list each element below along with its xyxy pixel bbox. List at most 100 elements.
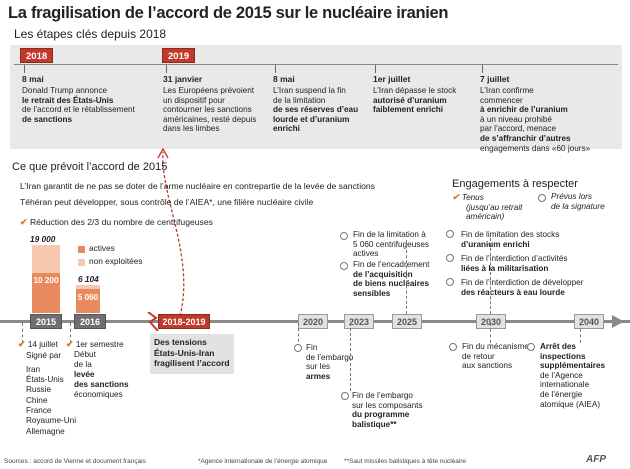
- event-text: L’Iran confirme: [480, 86, 534, 95]
- item-text: sur les composants: [352, 400, 423, 410]
- bar-2016-inactive: [76, 285, 100, 289]
- event-text: enrichi: [273, 124, 300, 134]
- bar-2016-value: 5 060: [77, 293, 99, 302]
- engagements-heading: Engagements à respecter: [452, 178, 578, 190]
- event-text: Donald Trump annonce: [22, 86, 108, 95]
- below-2016: ✔ 1er semestre Début de la levée des san…: [66, 339, 129, 400]
- item-text: 5 060 centrifugeuses: [353, 239, 430, 249]
- event-date: 7 juillet: [480, 74, 510, 84]
- accord-line-2: Téhéran peut développer, sous contrôle d…: [20, 197, 314, 207]
- bar-2015-value: 10 200: [33, 276, 59, 285]
- circle-icon: [294, 344, 302, 352]
- below-2023: Fin de l’embargo sur les composants du p…: [352, 391, 423, 429]
- connector-2030-below: [490, 323, 491, 343]
- engagement-text: Fin de l’interdiction de développer: [461, 278, 584, 287]
- tensions-text: Des tensions: [154, 337, 207, 347]
- timeline-year-2020: 2020: [298, 314, 328, 329]
- item-text: balistique**: [352, 419, 397, 429]
- below-2030: Fin du mécanisme de retour aux sanctions: [462, 342, 529, 371]
- circle-icon: [446, 230, 454, 238]
- tenus-note: (jusqu’au retrait: [466, 202, 523, 212]
- bar-total-2016: 6 104: [78, 274, 99, 284]
- item-text: de biens nucléaires: [353, 279, 429, 289]
- year-badge-2018: 2018: [20, 48, 54, 63]
- check-icon: ✔: [66, 339, 74, 349]
- item-text: inspections: [540, 351, 586, 361]
- item-text: internationale: [540, 380, 590, 390]
- event-tick: [482, 65, 483, 73]
- item-text: 5 060 centrifugeuses: [353, 240, 429, 250]
- event-text: à enrichir de l’uranium: [480, 105, 568, 115]
- circle-icon: [538, 194, 546, 202]
- item-text: Arrêt des: [540, 342, 576, 351]
- legend-active-label: actives: [89, 243, 115, 253]
- event-2019-07-07: 7 juillet L’Iran confirme commencer à en…: [480, 74, 620, 153]
- check-icon: ✔: [18, 339, 26, 349]
- afp-logo: AFP: [586, 454, 606, 465]
- circle-icon: [446, 254, 454, 262]
- party: Chine: [26, 395, 48, 405]
- below-2040: Arrêt des inspections supplémentaires de…: [540, 342, 605, 409]
- check-icon: ✔: [452, 192, 460, 202]
- item-text: aux sanctions: [462, 361, 513, 371]
- circle-icon: [446, 278, 454, 286]
- prevus-note: de la signature: [551, 201, 605, 211]
- connector-2025: [406, 240, 407, 314]
- item-text: Fin de la limitation à: [353, 230, 426, 239]
- event-text: L’Iran dépasse le stock: [373, 86, 457, 95]
- event-text: de la limitation: [273, 95, 326, 105]
- engagement-text: Fin de limitation des stocks: [461, 230, 560, 239]
- item-text: de l’acquisition: [353, 269, 413, 279]
- circle-icon: [340, 232, 348, 240]
- event-2018-05: 8 mai Donald Trump annonce le retrait de…: [22, 74, 160, 124]
- item-text: de l’énergie: [540, 389, 583, 399]
- party: Royaume-Uni: [26, 416, 77, 426]
- event-date: 31 janvier: [163, 74, 203, 84]
- tenus-label: Tenus: [461, 193, 484, 202]
- event-text: américaines, resté depuis: [163, 114, 257, 124]
- event-text: commencer: [480, 95, 523, 105]
- event-text: faiblement enrichi: [373, 105, 444, 115]
- below-2020: Fin de l’embargo sur les armes: [306, 343, 353, 381]
- tensions-text: États-Unis-Iran: [154, 347, 215, 358]
- party: France: [26, 406, 52, 416]
- event-text: de ses réserves d’eau: [273, 105, 359, 115]
- item-text: Fin de l’encadrement: [353, 260, 430, 269]
- event-text: de sanctions: [22, 114, 73, 124]
- engagement-item: Fin de limitation des stocks d’uranium e…: [461, 230, 559, 249]
- event-text: autorisé d’uranium: [373, 95, 447, 105]
- event-text: par l’accord, menace: [480, 124, 556, 134]
- legend-active-swatch: [78, 246, 85, 253]
- event-date: 8 mai: [273, 74, 295, 84]
- accord-heading: Ce que prévoit l’accord de 2015: [12, 161, 168, 173]
- event-date: 8 mai: [22, 74, 44, 84]
- connector-2020: [298, 323, 299, 347]
- event-2019-07-01: 1er juillet L’Iran dépasse le stock auto…: [373, 74, 478, 115]
- event-tick: [166, 65, 167, 73]
- timeline-year-2018-2019: 2018-2019: [158, 314, 210, 329]
- engagement-item: Fin de l’interdiction d’activités liées …: [461, 254, 568, 273]
- circle-icon: [527, 343, 535, 351]
- party: Russie: [26, 385, 52, 395]
- legend-inactive-swatch: [78, 259, 85, 266]
- connector-2015: [22, 323, 23, 343]
- item-2025-centrifuges: Fin de la limitation à 5 060 centrifugeu…: [353, 230, 429, 259]
- link-arrow: [157, 147, 185, 317]
- check-icon: ✔: [20, 217, 28, 227]
- below-2015: ✔ 14 juillet Signé par Iran États-Unis R…: [18, 339, 77, 437]
- centrifuge-heading: ✔ Réduction des 2/3 du nombre de centrif…: [20, 217, 213, 228]
- item-text: de la: [74, 359, 92, 369]
- circle-icon: [340, 262, 348, 270]
- date-2016: 1er semestre: [75, 340, 124, 349]
- timeline-year-2040: 2040: [574, 314, 604, 329]
- legend-inactive-label: non exploitées: [89, 256, 143, 266]
- jagged-break-icon: [147, 312, 159, 331]
- item-text: Fin de l’embargo: [352, 391, 413, 400]
- event-2019-01: 31 janvier Les Européens prévoient un di…: [163, 74, 268, 134]
- circle-icon: [449, 343, 457, 351]
- engagement-text: liées à la militarisation: [461, 263, 549, 273]
- page-title: La fragilisation de l’accord de 2015 sur…: [8, 4, 449, 22]
- date-2015: 14 juillet: [27, 340, 58, 349]
- centrifuge-label: Réduction des 2/3 du nombre de centrifug…: [29, 217, 213, 227]
- item-text: supplémentaires: [540, 361, 606, 371]
